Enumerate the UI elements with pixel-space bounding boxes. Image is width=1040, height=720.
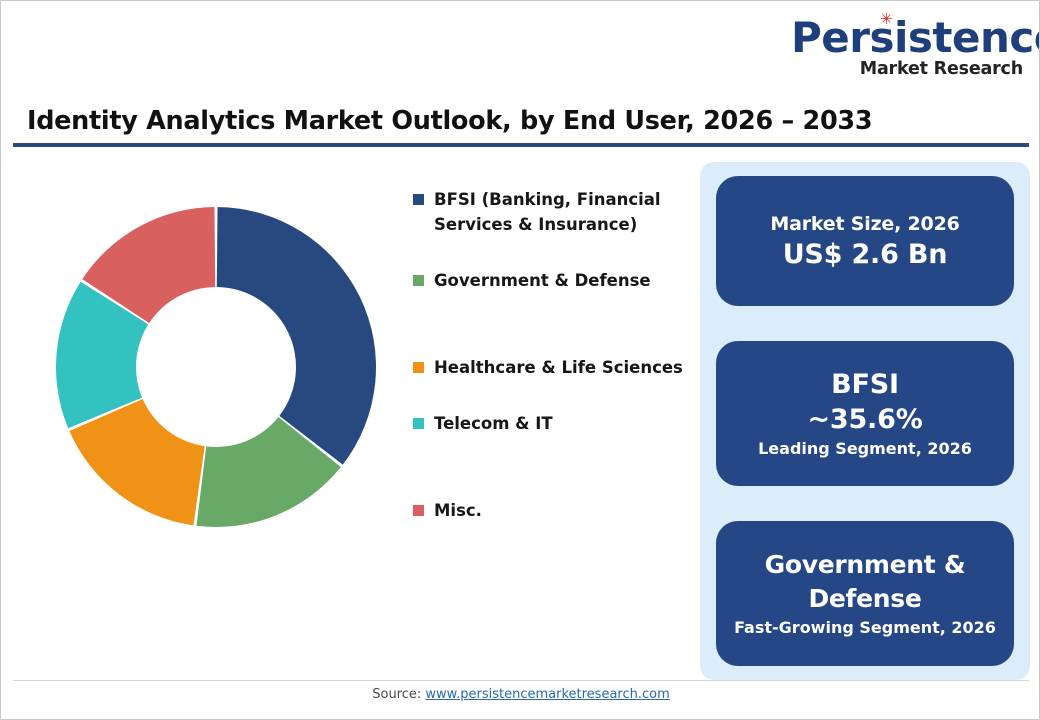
legend-label-government-defense: Government & Defense [434, 271, 651, 290]
stat-card-market-size[interactable]: Market Size, 2026 US$ 2.6 Bn [716, 176, 1014, 306]
legend-item-healthcare-life-sciences[interactable]: Healthcare & Life Sciences [413, 355, 695, 380]
brand-name-text: Persistence [791, 13, 1040, 62]
legend-label-telecom-it: Telecom & IT [434, 414, 553, 433]
brand-logo: Persistence ✳ Market Research [791, 12, 1039, 79]
stat-card-fast-growing-segment[interactable]: Government & Defense Fast-Growing Segmen… [716, 521, 1014, 666]
stat-card-fast-growing-segment-sub: Fast-Growing Segment, 2026 [734, 617, 996, 637]
legend-swatch-misc [413, 505, 424, 516]
title-divider [13, 143, 1029, 147]
stats-panel: Market Size, 2026 US$ 2.6 Bn BFSI ~35.6%… [700, 162, 1030, 680]
donut-chart [36, 187, 396, 547]
donut-slice[interactable] [216, 207, 376, 465]
legend-item-government-defense[interactable]: Government & Defense [413, 268, 695, 293]
legend-item-telecom-it[interactable]: Telecom & IT [413, 411, 695, 436]
stat-card-market-size-label: Market Size, 2026 [770, 212, 960, 235]
source-prefix: Source: [372, 687, 426, 702]
donut-slice-group [56, 207, 376, 527]
stat-card-leading-segment-name: BFSI [831, 368, 899, 400]
donut-chart-svg [56, 207, 376, 527]
donut-slice[interactable] [69, 399, 205, 526]
legend-label-misc: Misc. [434, 501, 482, 520]
legend-swatch-healthcare-life-sciences [413, 362, 424, 373]
stat-card-leading-segment[interactable]: BFSI ~35.6% Leading Segment, 2026 [716, 341, 1014, 486]
brand-name: Persistence ✳ [791, 10, 1039, 59]
legend-item-bfsi[interactable]: BFSI (Banking, Financial Services & Insu… [413, 187, 695, 237]
stat-card-market-size-value: US$ 2.6 Bn [782, 238, 948, 270]
source-footer: Source: www.persistencemarketresearch.co… [1, 687, 1039, 702]
legend-swatch-bfsi [413, 194, 424, 205]
legend-item-misc[interactable]: Misc. [413, 498, 695, 523]
donut-slice[interactable] [82, 207, 216, 324]
brand-tagline: Market Research [859, 59, 1023, 79]
stat-card-leading-segment-value: ~35.6% [807, 403, 923, 435]
legend-label-bfsi: BFSI (Banking, Financial Services & Insu… [434, 190, 661, 234]
brand-star-icon: ✳ [880, 10, 893, 28]
donut-slice[interactable] [56, 281, 149, 429]
legend-label-healthcare-life-sciences: Healthcare & Life Sciences [434, 358, 683, 377]
chart-legend: BFSI (Banking, Financial Services & Insu… [413, 187, 695, 523]
source-link[interactable]: www.persistencemarketresearch.com [425, 687, 670, 702]
stat-card-leading-segment-sub: Leading Segment, 2026 [758, 438, 972, 458]
donut-slice[interactable] [196, 417, 341, 527]
page-title: Identity Analytics Market Outlook, by En… [27, 106, 873, 136]
stat-card-fast-growing-segment-name: Government & Defense [764, 549, 966, 613]
legend-swatch-telecom-it [413, 418, 424, 429]
footer-divider [13, 680, 1029, 681]
legend-swatch-government-defense [413, 275, 424, 286]
